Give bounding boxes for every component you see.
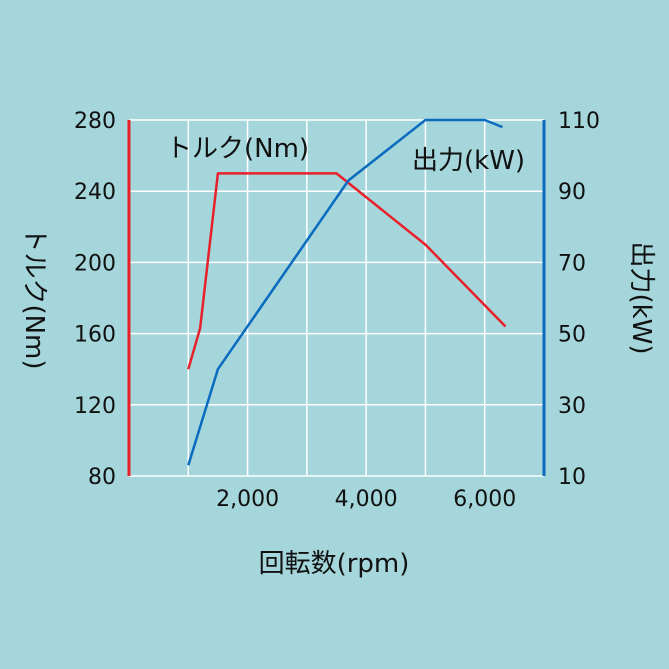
legend-torque: トルク(Nm) bbox=[166, 134, 309, 164]
torque-line bbox=[187, 172, 507, 370]
left-tick-label-3: 200 bbox=[74, 251, 116, 276]
power-line bbox=[187, 118, 503, 466]
chart-marks: 80 120 160 200 240 280 10 30 50 70 90 110 2,000 4,000… bbox=[74, 109, 600, 512]
right-tick-label-0: 10 bbox=[558, 465, 586, 490]
x-axis-label: 回転数(rpm) bbox=[259, 549, 410, 579]
left-tick-label-1: 120 bbox=[74, 394, 116, 419]
x-tick-label-2: 6,000 bbox=[453, 487, 516, 512]
right-tick-label-2: 50 bbox=[558, 323, 586, 348]
x-tick-label-1: 4,000 bbox=[335, 487, 398, 512]
right-tick-label-4: 90 bbox=[558, 180, 586, 205]
x-tick-label-0: 2,000 bbox=[216, 487, 279, 512]
left-tick-label-2: 160 bbox=[74, 323, 116, 348]
legend-power: 出力(kW) bbox=[412, 146, 525, 176]
right-tick-label-3: 70 bbox=[558, 251, 586, 276]
right-tick-label-5: 110 bbox=[558, 109, 600, 134]
left-tick-label-4: 240 bbox=[74, 180, 116, 205]
left-tick-label-0: 80 bbox=[88, 465, 116, 490]
left-tick-label-5: 280 bbox=[74, 109, 116, 134]
right-tick-label-1: 30 bbox=[558, 394, 586, 419]
left-axis-label: トルク(Nm) bbox=[19, 226, 49, 369]
right-axis-label: 出力(kW) bbox=[626, 241, 656, 354]
